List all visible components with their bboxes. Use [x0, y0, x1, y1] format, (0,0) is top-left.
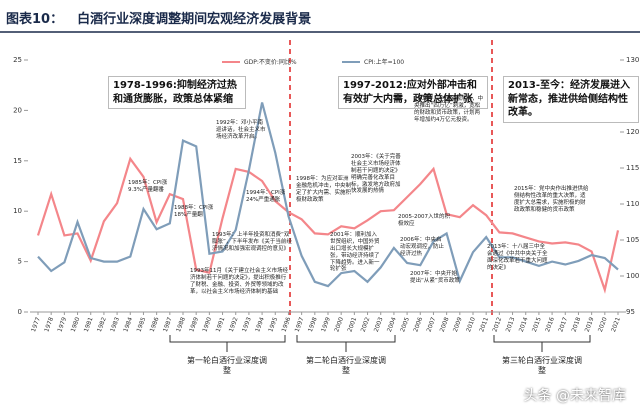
- x-tick-label: 1995: [267, 316, 279, 333]
- bracket: [296, 335, 396, 343]
- x-tick-label: 2003: [373, 316, 385, 333]
- x-tick-label: 2020: [597, 316, 609, 333]
- y2-tick-label: 95: [626, 308, 635, 316]
- x-tick-label: 2018: [571, 316, 583, 333]
- annotation: 2006年：中央启动宏观调控，防止经济过热: [400, 237, 445, 257]
- annotation: 1993年11月《关于建立社会主义市场经济体制若干问题的决定》，提出积极推行了财…: [190, 268, 288, 295]
- x-tick-label: 2012: [491, 316, 503, 333]
- y-tick-label: 25: [13, 56, 22, 64]
- y-tick-label: 10: [13, 207, 22, 215]
- y-tick-label: 15: [13, 157, 22, 165]
- x-tick-label: 1981: [83, 316, 95, 333]
- x-tick-label: 2000: [333, 316, 345, 333]
- period-heading: 1997-2012:应对外部冲击和有效扩大内需，政策总体扩张: [338, 76, 488, 109]
- y-tick-label: 5: [18, 258, 22, 266]
- x-tick-label: 2013: [505, 316, 517, 333]
- x-tick-label: 1993: [241, 316, 253, 333]
- x-tick-label: 1991: [215, 316, 227, 333]
- x-tick-label: 1977: [30, 316, 42, 333]
- annotation: 2001年：顺利加入世贸组织，中国外贸出口增长大规模扩张，带动经济持续了下降趋势…: [330, 232, 380, 273]
- annotation: 2008年：全球金融危机，中央推出“四万亿”刺激，宽松的财政和货币政策，计划两年…: [414, 96, 483, 123]
- annotation: 1985年：CPI涨9.3%产量翻番: [128, 180, 168, 193]
- header: 图表10： 白酒行业深度调整期间宏观经济发展背景: [6, 8, 325, 27]
- annotation: 1993年：上半年投资和消费“双膨胀”，下半年发布《关于当前经济情况和加强宏观调…: [212, 232, 292, 252]
- header-label: 图表10：: [6, 12, 64, 27]
- legend-label: GDP:不变价:同比%: [244, 58, 297, 66]
- x-tick-label: 1980: [70, 316, 82, 333]
- x-tick-label: 1988: [175, 316, 187, 333]
- annotation: 2005-2007入世的积极效应: [398, 214, 450, 227]
- x-tick-label: 2019: [584, 316, 596, 333]
- series-line: [37, 102, 619, 288]
- x-tick-label: 1989: [188, 316, 200, 333]
- x-tick-label: 1987: [162, 316, 174, 333]
- x-tick-label: 1997: [294, 316, 306, 333]
- y2-tick-label: 100: [626, 272, 639, 280]
- x-tick-label: 2016: [544, 316, 556, 333]
- x-tick-label: 1978: [43, 316, 55, 333]
- x-tick-label: 1996: [281, 316, 293, 333]
- period-heading: 2013-至今：经济发展进入新常态，推进供给侧结构性改革。: [503, 76, 639, 123]
- annotation: 1994年：CPI涨24%严重通胀: [246, 190, 286, 203]
- x-tick-label: 1990: [201, 316, 213, 333]
- watermark: 头条 @未来智库: [523, 388, 626, 404]
- period-label: 第一轮白酒行业深度调整: [187, 356, 267, 376]
- bracket: [169, 335, 286, 343]
- x-tick-label: 2001: [346, 316, 358, 333]
- period-label: 第二轮白酒行业深度调整: [306, 356, 386, 376]
- y2-tick-label: 110: [626, 200, 639, 208]
- x-tick-label: 1982: [96, 316, 108, 333]
- bracket: [493, 335, 591, 343]
- annotation: 1988年：CPI涨18%产量翻: [174, 205, 214, 218]
- x-tick-label: 1999: [320, 316, 332, 333]
- legend-label: CPI:上年=100: [364, 58, 404, 66]
- y-tick-label: 0: [18, 308, 22, 316]
- y-tick-label: 20: [13, 106, 22, 114]
- annotation: 2015年：党中央作出推进供给侧结构性改革的重大决策，适度扩大总需求，实施积极的…: [514, 186, 589, 213]
- x-tick-label: 1992: [228, 316, 240, 333]
- x-tick-label: 2008: [439, 316, 451, 333]
- x-tick-label: 2004: [386, 316, 398, 333]
- annotation: 1992年：邓小平南巡讲话，社会主义市场经济改革开启。: [216, 120, 266, 140]
- x-tick-label: 2010: [465, 316, 477, 333]
- y2-tick-label: 115: [626, 164, 639, 172]
- x-tick-label: 2011: [478, 316, 490, 333]
- x-tick-label: 2009: [452, 316, 464, 333]
- annotation: 2003年：《关于完善社会主义市场经济体制若干问题的决定》明确完善化改革目标，激…: [351, 154, 401, 195]
- x-tick-label: 1983: [109, 316, 121, 333]
- x-tick-label: 1986: [149, 316, 161, 333]
- y2-tick-label: 130: [626, 56, 639, 64]
- x-tick-label: 2021: [610, 316, 622, 333]
- x-tick-label: 2017: [557, 316, 569, 333]
- x-tick-label: 1998: [307, 316, 319, 333]
- x-tick-label: 1984: [122, 316, 134, 333]
- annotation: 2007年：中央开始提出“从紧”货币政策: [410, 271, 460, 284]
- y2-tick-label: 105: [626, 236, 639, 244]
- header-title: 白酒行业深度调整期间宏观经济发展背景: [77, 12, 312, 27]
- x-tick-label: 1979: [56, 316, 68, 333]
- x-tick-label: 2015: [531, 316, 543, 333]
- x-tick-label: 2014: [518, 316, 530, 333]
- x-tick-label: 2002: [360, 316, 372, 333]
- x-tick-label: 1985: [136, 316, 148, 333]
- annotation: 2013年：十八届三中全会通过《中共中央关于全面深化改革若干重大问题的决定》: [487, 244, 548, 271]
- series-line: [36, 156, 620, 294]
- x-tick-label: 2006: [412, 316, 424, 333]
- y2-tick-label: 120: [626, 128, 639, 136]
- x-tick-label: 1994: [254, 316, 266, 333]
- x-tick-label: 2007: [426, 316, 438, 333]
- period-heading: 1978-1996:抑制经济过热和通货膨胀，政策总体紧缩: [108, 76, 246, 109]
- annotation: 1998年：为应对亚洲金融危机冲击，中央制定了扩大内需、实施积极财政政策: [296, 176, 352, 203]
- x-tick-label: 2005: [399, 316, 411, 333]
- period-label: 第三轮白酒行业深度调整: [502, 356, 582, 376]
